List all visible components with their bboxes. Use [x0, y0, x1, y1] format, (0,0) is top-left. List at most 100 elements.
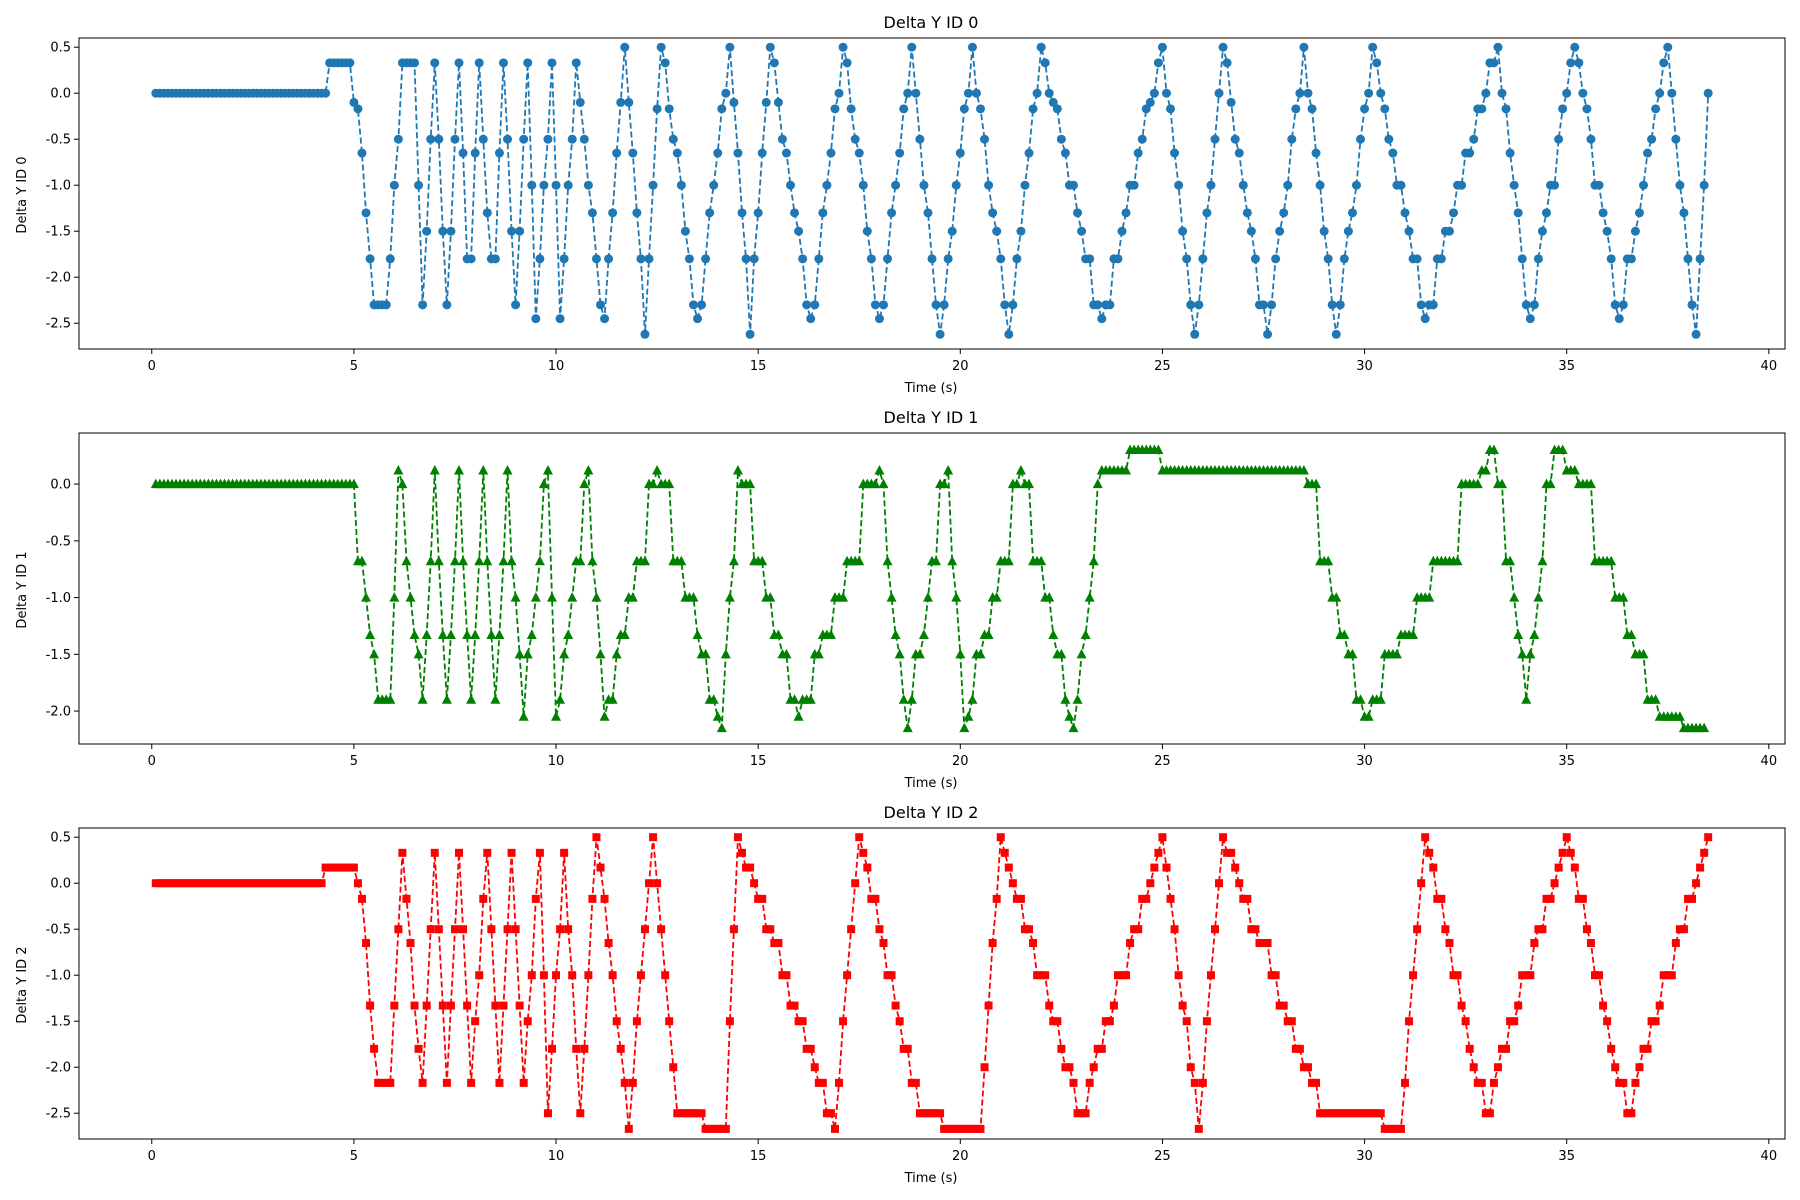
- data-point: [991, 592, 1002, 602]
- data-point: [1409, 971, 1418, 980]
- data-point: [1623, 1109, 1632, 1118]
- data-point: [786, 1001, 795, 1010]
- data-point: [370, 1044, 379, 1053]
- data-point: [636, 971, 645, 980]
- data-point: [724, 592, 735, 602]
- data-point: [1073, 208, 1083, 218]
- data-point: [895, 148, 905, 158]
- data-point: [1230, 134, 1240, 144]
- axes-frame-1: [78, 432, 1786, 745]
- data-point: [963, 88, 973, 98]
- data-point: [619, 629, 630, 640]
- data-point: [1388, 1124, 1397, 1133]
- data-point: [1113, 254, 1123, 264]
- data-point: [421, 629, 432, 640]
- data-point: [474, 58, 484, 68]
- data-point: [1041, 971, 1050, 980]
- data-point: [871, 894, 880, 903]
- data-point: [546, 592, 557, 602]
- data-point: [607, 694, 618, 704]
- data-point: [1065, 1063, 1074, 1072]
- data-point: [1117, 226, 1127, 236]
- data-point: [750, 879, 759, 888]
- data-point: [374, 1078, 383, 1087]
- data-point: [1324, 1109, 1333, 1118]
- data-point: [1239, 894, 1248, 903]
- data-point: [1376, 88, 1386, 98]
- data-point: [1643, 1044, 1652, 1053]
- data-point: [802, 300, 812, 310]
- data-point: [1347, 208, 1357, 218]
- data-point: [1679, 925, 1688, 934]
- data-point: [1704, 833, 1713, 842]
- x-ticks-2: 0 5 10 15 20 25 30 35 40: [148, 1139, 1777, 1164]
- data-point: [1161, 88, 1171, 98]
- x-tick-label: 25: [1154, 1149, 1171, 1164]
- data-point: [1316, 1109, 1325, 1118]
- data-point: [1429, 863, 1438, 872]
- data-point: [891, 1001, 900, 1010]
- data-point: [943, 464, 954, 475]
- data-point: [1130, 925, 1139, 934]
- data-point: [248, 879, 257, 888]
- data-point: [579, 134, 589, 144]
- data-point: [923, 1109, 932, 1118]
- data-point: [1538, 925, 1547, 934]
- data-point: [402, 894, 411, 903]
- data-point: [895, 1017, 904, 1026]
- data-point: [1129, 180, 1139, 190]
- data-point: [1639, 180, 1649, 190]
- data-point: [583, 464, 594, 475]
- data-point: [401, 555, 412, 566]
- data-point: [1351, 180, 1361, 190]
- data-point: [1521, 694, 1532, 704]
- data-point: [1578, 894, 1587, 903]
- data-point: [547, 1044, 556, 1053]
- data-point: [1295, 88, 1305, 98]
- x-tick-label: 35: [1558, 359, 1575, 374]
- data-point: [746, 863, 755, 872]
- data-point: [1663, 971, 1672, 980]
- data-point: [968, 1124, 977, 1133]
- data-point: [1380, 1124, 1389, 1133]
- data-point: [1210, 134, 1220, 144]
- data-point: [984, 1001, 993, 1010]
- data-point: [879, 939, 888, 948]
- data-point: [1210, 925, 1219, 934]
- data-point: [454, 58, 464, 68]
- data-point: [192, 879, 201, 888]
- data-point: [826, 148, 836, 158]
- data-point: [1064, 711, 1075, 721]
- data-point: [854, 555, 865, 566]
- data-point: [1481, 1109, 1490, 1118]
- data-point: [851, 879, 860, 888]
- data-point: [600, 314, 610, 324]
- data-point: [441, 694, 452, 704]
- data-point: [891, 180, 901, 190]
- data-point: [1578, 88, 1588, 98]
- data-point: [507, 226, 517, 236]
- data-point: [952, 1124, 961, 1133]
- data-point: [309, 879, 318, 888]
- data-point: [317, 879, 326, 888]
- data-point: [1388, 148, 1398, 158]
- data-point: [1582, 104, 1592, 114]
- series-markers-2: [151, 833, 1713, 1133]
- data-point: [1606, 555, 1617, 566]
- data-point: [514, 648, 525, 659]
- data-point: [466, 254, 476, 264]
- data-point: [1364, 1109, 1373, 1118]
- data-point: [1040, 58, 1050, 68]
- data-point: [458, 555, 469, 566]
- data-point: [944, 1124, 953, 1133]
- data-point: [1537, 226, 1547, 236]
- data-point: [956, 1124, 965, 1133]
- data-point: [608, 971, 617, 980]
- data-point: [1267, 300, 1277, 310]
- data-point: [1550, 879, 1559, 888]
- data-point: [1643, 148, 1653, 158]
- data-point: [478, 464, 489, 475]
- data-point: [1227, 848, 1236, 857]
- series-markers-1: [150, 444, 1710, 733]
- data-point: [773, 97, 783, 107]
